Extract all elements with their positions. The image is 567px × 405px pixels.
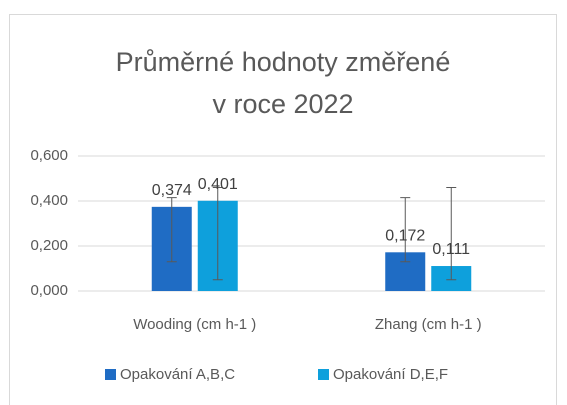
data-label: 0,172 — [385, 228, 425, 245]
data-label: 0,111 — [432, 241, 470, 258]
data-label: 0,401 — [198, 176, 238, 193]
data-label: 0,374 — [152, 182, 192, 199]
y-tick-label: 0,000 — [30, 282, 68, 299]
chart-title: Průměrné hodnoty změřené — [116, 47, 451, 77]
chart-title: v roce 2022 — [212, 89, 353, 119]
y-tick-label: 0,200 — [30, 237, 68, 254]
chart-border — [9, 14, 557, 405]
legend-swatch — [318, 369, 329, 380]
legend-label: Opakování D,E,F — [333, 366, 448, 383]
y-tick-label: 0,600 — [30, 147, 68, 164]
y-tick-label: 0,400 — [30, 192, 68, 209]
legend-label: Opakování A,B,C — [120, 366, 235, 383]
legend-swatch — [105, 369, 116, 380]
x-tick-label: Zhang (cm h-1 ) — [375, 316, 482, 333]
x-tick-label: Wooding (cm h-1 ) — [133, 316, 256, 333]
